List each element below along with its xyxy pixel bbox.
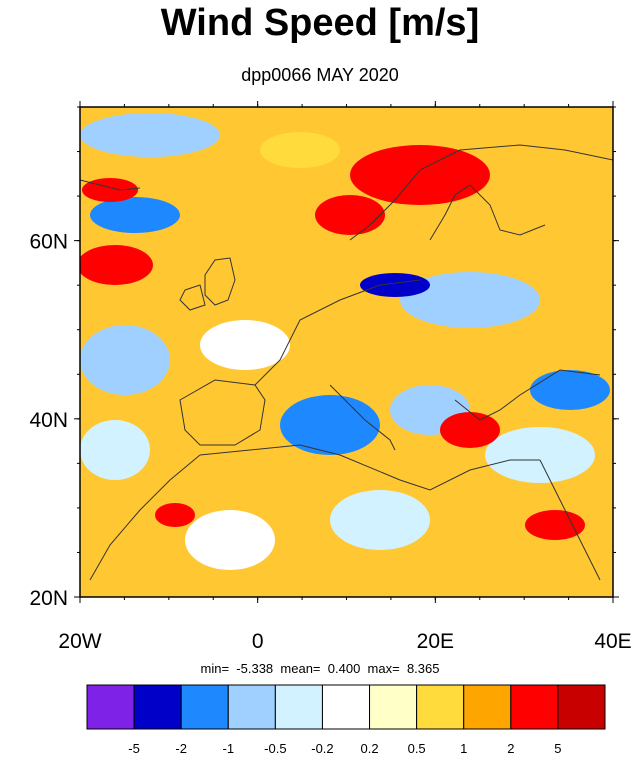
axis-tick-labels: 20W 0 20E 40E 20N 40N 60N [29,231,631,653]
colorbar-swatch [369,684,418,730]
colorbar-swatch [557,684,606,730]
anomaly-area [80,420,150,480]
mean-label: mean= [280,661,321,676]
lon-tick-label: 20W [58,630,101,653]
colorbar-label: 0.5 [408,741,426,756]
lon-tick-label: 20E [417,630,454,653]
anomaly-area [350,145,490,205]
lat-tick-label: 60N [29,231,68,254]
colorbar [86,684,606,730]
anomaly-area [80,245,153,285]
coastline [254,279,421,386]
colorbar-swatch [227,684,276,730]
anomaly-area [185,510,275,570]
colorbar-label: -0.2 [311,741,333,756]
coastline [204,257,236,306]
anomaly-area [200,320,290,370]
coastline [349,144,613,241]
anomaly-area [82,178,138,202]
anomaly-area [80,325,170,395]
colorbar-label: -5 [128,741,140,756]
anomaly-area [80,113,220,157]
max-label: max= [367,661,400,676]
lat-tick-label: 20N [29,587,68,610]
plot-subtitle: dpp0066 MAY 2020 [241,65,399,85]
anomaly-area [525,510,585,540]
colorbar-label: 2 [507,741,514,756]
anomaly-area [530,370,610,410]
coastline [199,444,540,491]
anomaly-area [485,427,595,483]
anomaly-area [315,195,385,235]
anomaly-area [155,503,195,527]
min-value: -5.338 [236,661,274,676]
axis-ticks [74,101,619,603]
anomaly-area [260,132,340,168]
mean-value: 0.400 [327,661,361,676]
anomaly-area [330,490,430,550]
colorbar-label: -0.5 [264,741,286,756]
anomaly-area [90,197,180,233]
wind-anomaly-field [80,107,613,597]
min-label: min= [200,661,230,676]
colorbar-swatch [416,684,465,730]
plot-title: Wind Speed [m/s] [160,2,480,44]
lon-tick-label: 40E [594,630,631,653]
max-value: 8.365 [406,661,440,676]
colorbar-label: 1 [460,741,467,756]
colorbar-swatch [510,684,559,730]
anomaly-area [360,273,430,297]
coastlines [80,144,613,581]
coastline [89,454,201,581]
coastline [539,459,601,581]
lat-tick-label: 40N [29,409,68,432]
coastline [179,379,266,446]
colorbar-label: -1 [222,741,234,756]
colorbar-label: 5 [554,741,561,756]
colorbar-swatch [180,684,229,730]
colorbar-swatch [321,684,371,730]
colorbar-swatch [86,684,135,730]
field-statistics: min= -5.338 mean= 0.400 max= 8.365 [0,661,640,676]
colorbar-swatch [133,684,182,730]
colorbar-swatch [274,684,323,730]
coastline [179,284,206,311]
colorbar-label: -2 [175,741,187,756]
coastline [454,369,601,421]
coastline [429,184,546,241]
anomaly-area [400,272,540,328]
anomaly-area [440,412,500,448]
lon-tick-label: 0 [252,630,264,653]
coastline [80,179,141,191]
coastline [329,384,396,451]
colorbar-labels: -5 -2 -1 -0.5 -0.2 0.2 0.5 1 2 5 [128,741,561,756]
colorbar-swatch [463,684,512,730]
colorbar-label: 0.2 [361,741,379,756]
